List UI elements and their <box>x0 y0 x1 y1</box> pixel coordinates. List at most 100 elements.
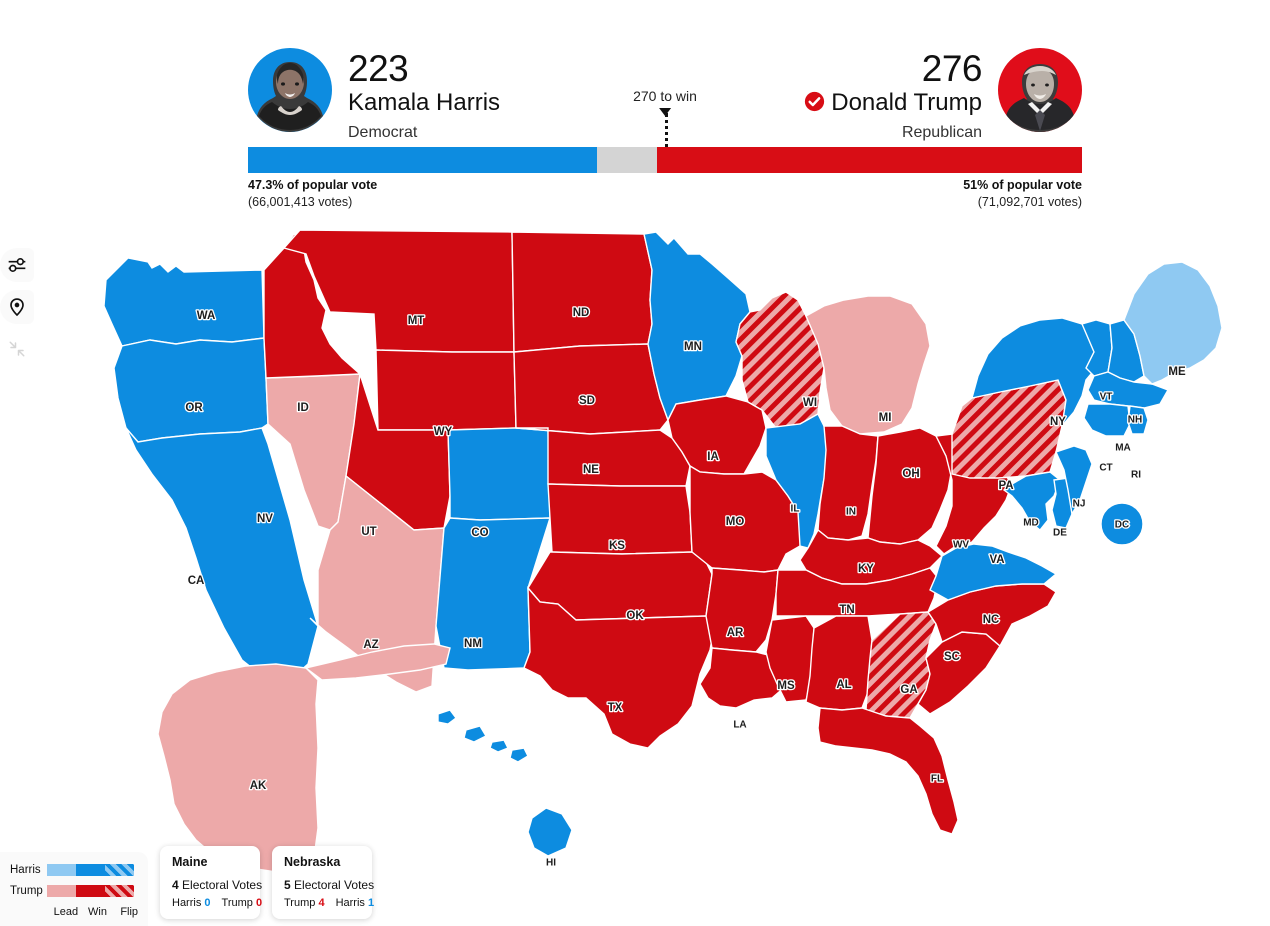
svg-text:OK: OK <box>626 610 644 622</box>
state-ME[interactable] <box>1123 261 1223 385</box>
state-AK-panhandle[interactable] <box>304 643 451 681</box>
split-state-name: Nebraska <box>284 855 341 869</box>
svg-text:PA: PA <box>998 480 1013 492</box>
candidate-harris: 223 Kamala Harris Democrat <box>248 48 500 141</box>
state-MT[interactable] <box>282 229 515 353</box>
state-HI[interactable] <box>437 709 573 857</box>
split-cand-name: Trump <box>284 897 316 909</box>
split-cand-value: 0 <box>255 897 263 909</box>
state-CA[interactable] <box>125 427 319 689</box>
map-legend: Harris Trump Lead Win Flip <box>0 852 148 926</box>
state-MN[interactable] <box>643 231 751 422</box>
svg-text:OR: OR <box>185 402 203 414</box>
to-win-triangle-icon <box>658 108 671 116</box>
svg-text:UT: UT <box>361 526 376 538</box>
svg-text:GA: GA <box>900 684 917 696</box>
state-MA[interactable] <box>1087 371 1170 409</box>
state-MI[interactable] <box>805 295 931 435</box>
svg-text:NM: NM <box>464 638 482 650</box>
svg-text:MS: MS <box>777 680 795 692</box>
split-state-ev-label: Electoral Votes <box>182 878 263 892</box>
split-state-ev: 4 Electoral Votes <box>172 878 262 892</box>
svg-text:MD: MD <box>1023 518 1039 529</box>
legend-seg-lead <box>46 885 76 897</box>
state-NJ[interactable] <box>1055 445 1093 517</box>
to-win-dotted-line <box>665 113 668 173</box>
state-OR[interactable] <box>113 337 269 443</box>
collapse-arrows-icon[interactable] <box>0 332 34 366</box>
svg-text:MI: MI <box>879 412 892 424</box>
svg-text:DE: DE <box>1053 528 1067 539</box>
state-PA[interactable] <box>951 379 1067 479</box>
state-ND[interactable] <box>511 231 653 353</box>
split-cand-value: 0 <box>204 897 211 909</box>
split-state-card-maine[interactable]: Maine 4 Electoral Votes Harris 0 Trump 0 <box>160 846 262 919</box>
legend-seg-flip <box>104 885 135 897</box>
trump-popular-vote: 51% of popular vote (71,092,701 votes) <box>963 177 1082 211</box>
state-AR[interactable] <box>705 567 779 653</box>
split-state-card-nebraska[interactable]: Nebraska 5 Electoral Votes Trump 4 Harri… <box>272 846 375 919</box>
state-SD[interactable] <box>513 343 669 435</box>
state-AK[interactable] <box>157 663 319 873</box>
svg-text:NJ: NJ <box>1073 499 1086 510</box>
state-VA[interactable] <box>929 543 1058 601</box>
svg-text:IN: IN <box>846 507 856 518</box>
candidate-trump: 276 Donald Trump Republican <box>804 48 1082 141</box>
state-WA[interactable] <box>103 257 265 347</box>
harris-portrait <box>248 48 332 132</box>
svg-text:CO: CO <box>471 527 488 539</box>
trump-electoral-votes: 276 <box>921 48 983 89</box>
state-MD[interactable] <box>1002 471 1061 531</box>
svg-text:CA: CA <box>188 575 205 587</box>
scoreboard: 223 Kamala Harris Democrat 276 Donald Tr… <box>0 0 1270 215</box>
state-FL[interactable] <box>817 707 959 835</box>
state-CT[interactable] <box>1083 403 1131 437</box>
to-win-marker: 270 to win <box>633 88 697 116</box>
bar-segment-harris <box>248 147 597 173</box>
electoral-vote-bar <box>248 147 1082 173</box>
svg-text:OH: OH <box>902 468 919 480</box>
split-state-ev-count: 4 <box>172 878 179 892</box>
svg-text:NE: NE <box>583 464 599 476</box>
state-TX[interactable] <box>523 586 715 749</box>
svg-text:RI: RI <box>1131 470 1141 481</box>
us-election-map[interactable]: WA OR CA NV ID MT WY UT AZ CO NM ND SD N… <box>0 228 1270 888</box>
legend-seg-flip <box>104 864 135 876</box>
split-state-ev-label: Electoral Votes <box>294 878 375 892</box>
svg-text:WI: WI <box>803 397 817 409</box>
svg-text:NV: NV <box>257 513 273 525</box>
state-OH[interactable] <box>867 427 953 545</box>
svg-text:IL: IL <box>791 504 800 515</box>
to-win-label: 270 to win <box>633 88 697 104</box>
svg-text:SD: SD <box>579 395 595 407</box>
svg-text:MT: MT <box>408 315 425 327</box>
svg-text:WY: WY <box>434 426 453 438</box>
split-cand-value: 4 <box>318 897 325 909</box>
svg-text:TN: TN <box>839 604 854 616</box>
state-RI[interactable] <box>1127 405 1149 435</box>
state-IN[interactable] <box>817 425 879 541</box>
state-SC[interactable] <box>917 631 1001 715</box>
harris-popular-votes: (66,001,413 votes) <box>248 194 353 209</box>
svg-text:AK: AK <box>250 780 267 792</box>
legend-seg-win <box>75 885 105 897</box>
svg-text:TX: TX <box>608 702 623 714</box>
legend-seg-win <box>75 864 105 876</box>
state-IA[interactable] <box>667 395 767 475</box>
svg-text:KS: KS <box>609 540 625 552</box>
location-pin-icon[interactable] <box>0 290 34 324</box>
split-state-breakdown: Harris 0 Trump 0 <box>172 897 262 909</box>
state-CO[interactable] <box>447 427 551 521</box>
map-settings-icon[interactable] <box>0 248 34 282</box>
svg-text:NH: NH <box>1128 415 1142 426</box>
state-AL[interactable] <box>805 615 873 711</box>
svg-text:IA: IA <box>707 451 719 463</box>
state-LA[interactable] <box>699 647 787 709</box>
svg-text:CT: CT <box>1099 463 1112 474</box>
state-DC[interactable] <box>1100 502 1144 546</box>
legend-seg-lead <box>46 864 76 876</box>
legend-label-trump: Trump <box>10 885 43 897</box>
harris-party: Democrat <box>348 124 418 141</box>
state-AZ[interactable] <box>309 474 445 693</box>
state-WY[interactable] <box>375 349 517 431</box>
